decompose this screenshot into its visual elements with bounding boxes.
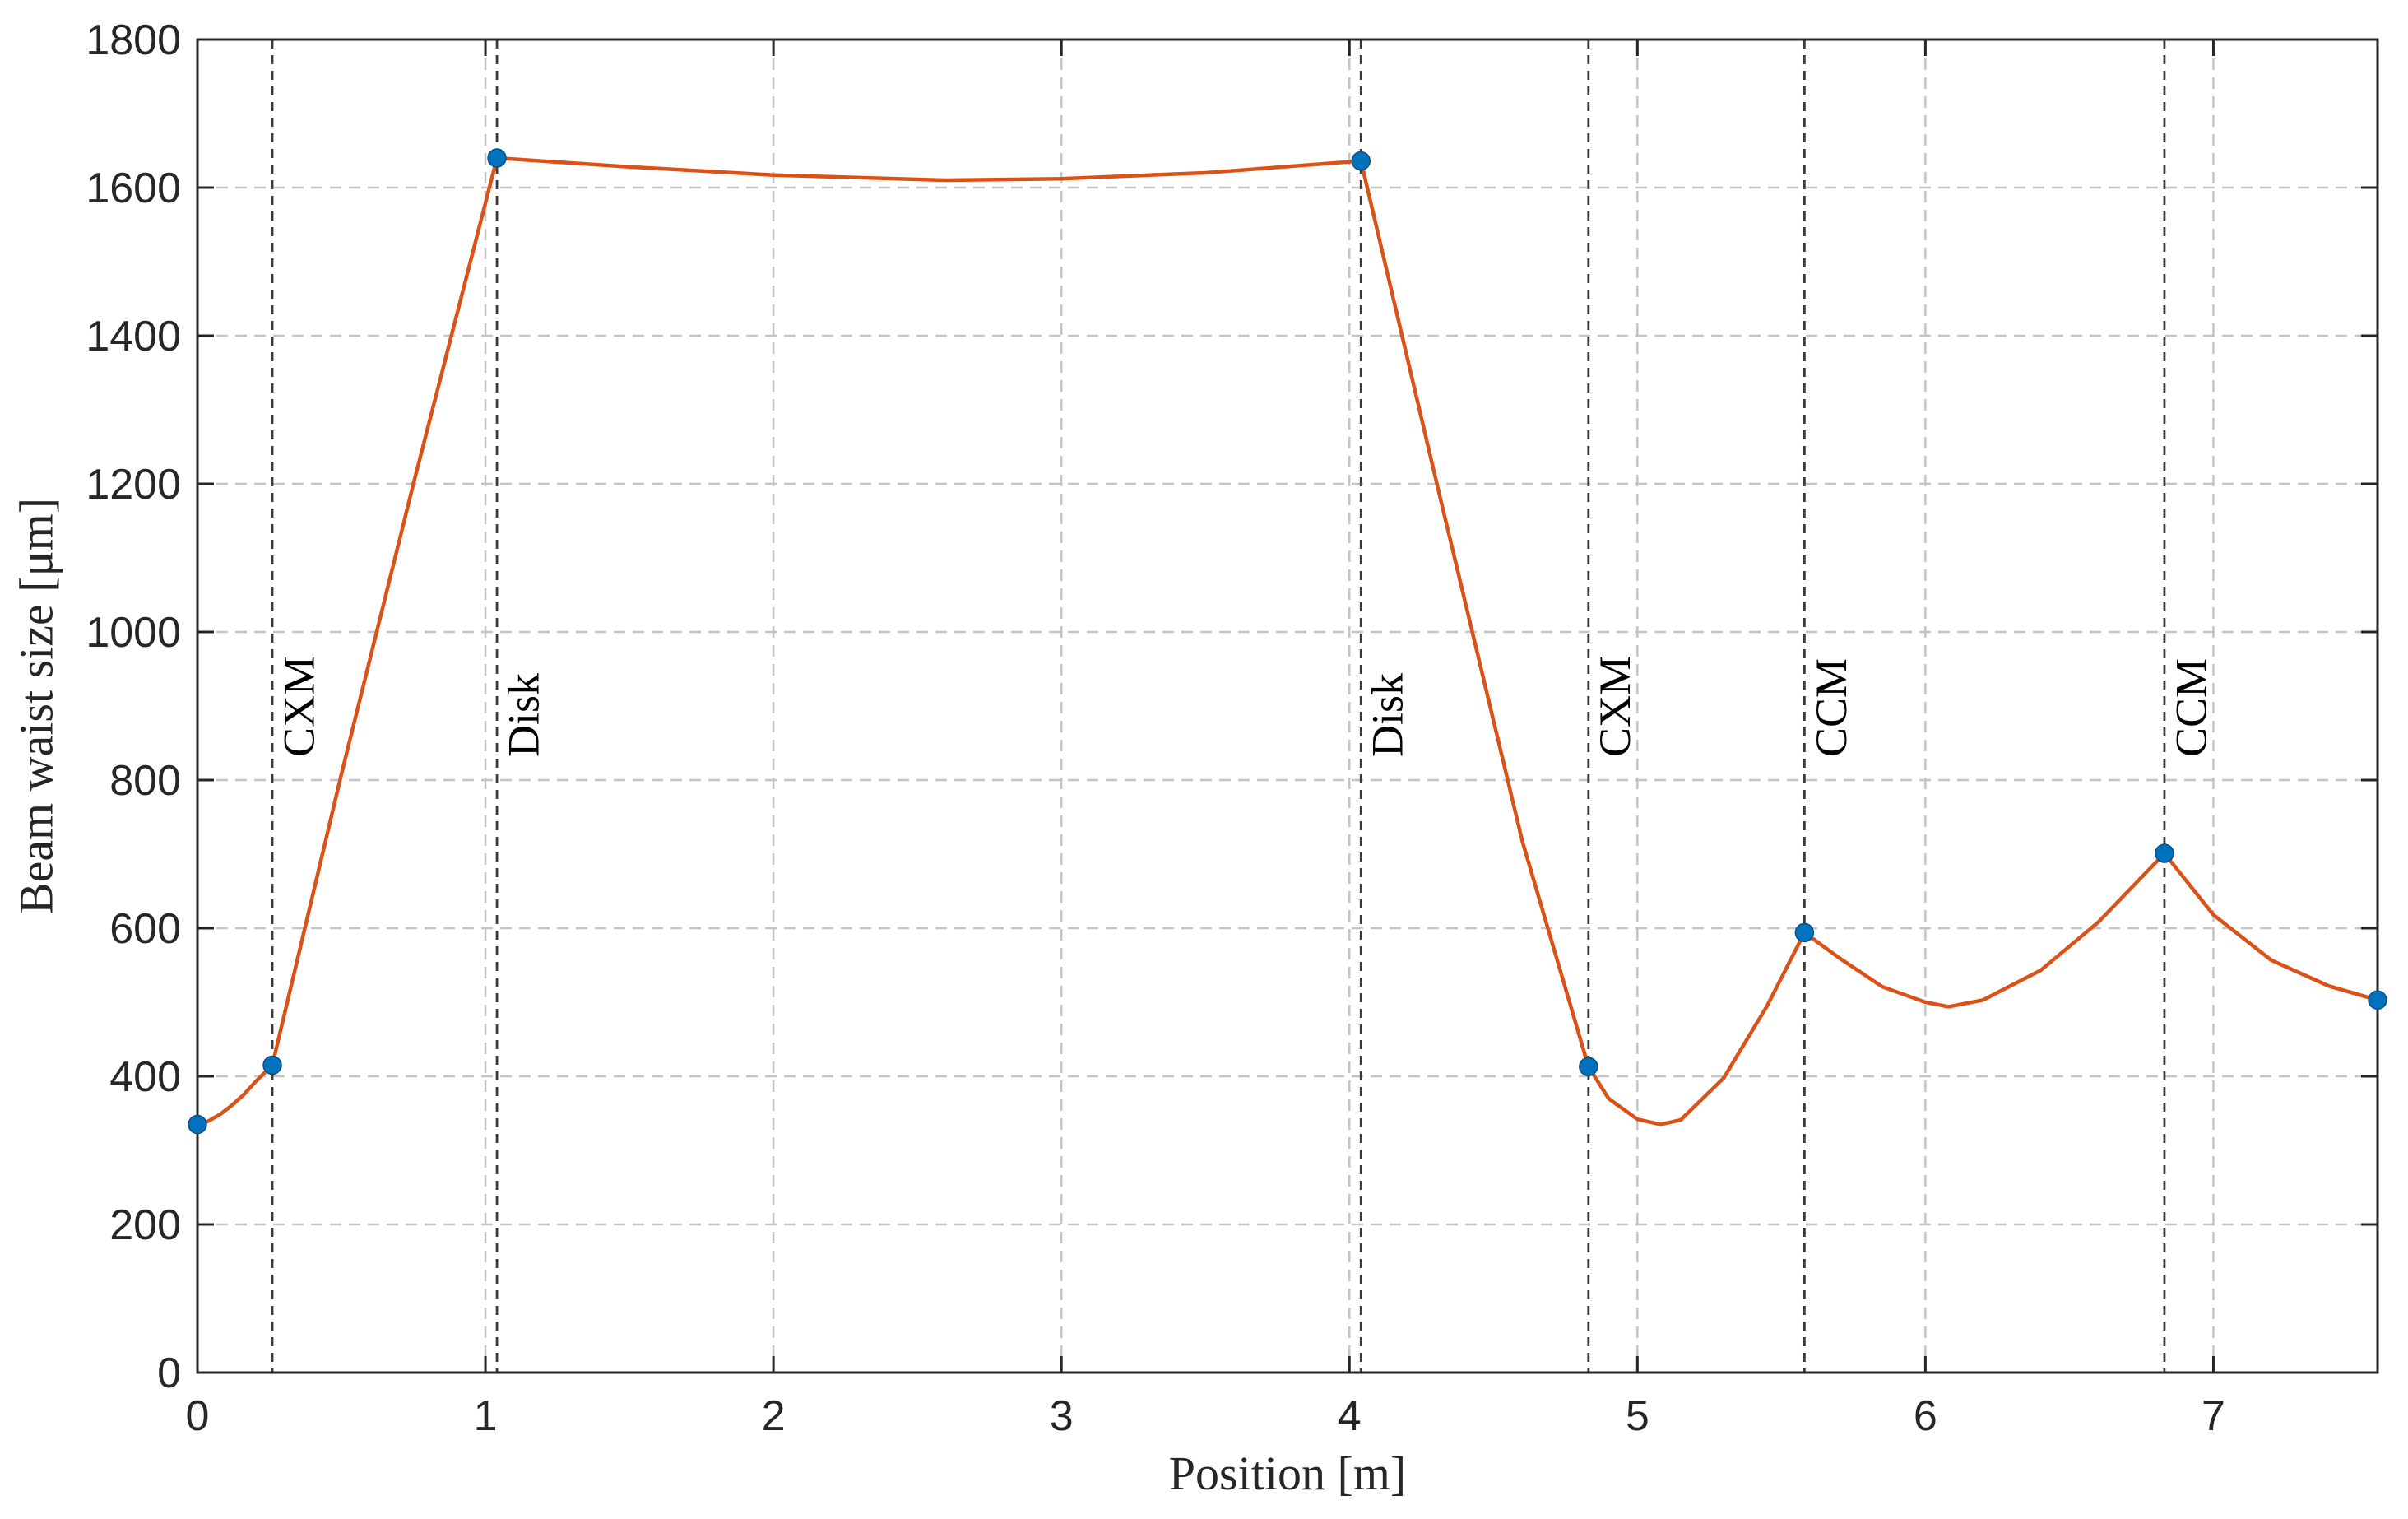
data-point-marker [262, 1055, 282, 1075]
data-point-marker [487, 148, 507, 168]
tick-labels: 0 1 2 3 4 5 6 7 0 200 400 600 800 1000 1200 1400 1600 180… [86, 16, 2225, 1440]
data-point-marker [188, 1114, 207, 1135]
y-tick-label: 1400 [86, 313, 181, 360]
plot-area-frame [196, 38, 2379, 1374]
x-tick-label: 0 [186, 1392, 210, 1440]
grid [197, 39, 2378, 1373]
x-axis-label: Position [m] [1169, 1447, 1406, 1500]
element-label: CXM [274, 656, 323, 757]
y-tick-label: 1800 [86, 16, 181, 64]
y-tick-label: 800 [109, 757, 181, 805]
element-label: CCM [1807, 658, 1856, 757]
x-tick-label: 6 [1914, 1392, 1937, 1440]
data-point-marker [2368, 990, 2387, 1010]
y-tick-label: 200 [109, 1201, 181, 1249]
y-tick-label: 0 [157, 1349, 181, 1397]
x-tick-label: 2 [762, 1392, 786, 1440]
data-point-marker [1794, 922, 1815, 943]
y-tick-label: 600 [109, 905, 181, 953]
optical-element-lines: CXM Disk Disk CXM CCM CCM [271, 39, 2215, 1373]
data-point-marker [1351, 151, 1371, 171]
y-axis-label: Beam waist size [μm] [9, 498, 63, 914]
element-label: CCM [2166, 658, 2215, 757]
y-tick-label: 1000 [86, 609, 181, 657]
element-label: Disk [499, 673, 548, 757]
x-tick-label: 5 [1626, 1392, 1649, 1440]
x-tick-label: 4 [1338, 1392, 1362, 1440]
element-markers [188, 148, 2387, 1135]
element-label: Disk [1363, 673, 1413, 757]
beam-waist-curve [197, 156, 2378, 1128]
y-tick-label: 1600 [86, 165, 181, 212]
axis-ticks [196, 38, 2378, 1374]
data-point-marker [1579, 1057, 1598, 1077]
x-tick-label: 3 [1050, 1392, 1074, 1440]
x-tick-label: 7 [2202, 1392, 2225, 1440]
y-tick-label: 400 [109, 1053, 181, 1101]
y-tick-label: 1200 [86, 461, 181, 509]
data-point-marker [2155, 843, 2174, 863]
x-tick-label: 1 [474, 1392, 498, 1440]
element-label: CXM [1590, 656, 1640, 757]
